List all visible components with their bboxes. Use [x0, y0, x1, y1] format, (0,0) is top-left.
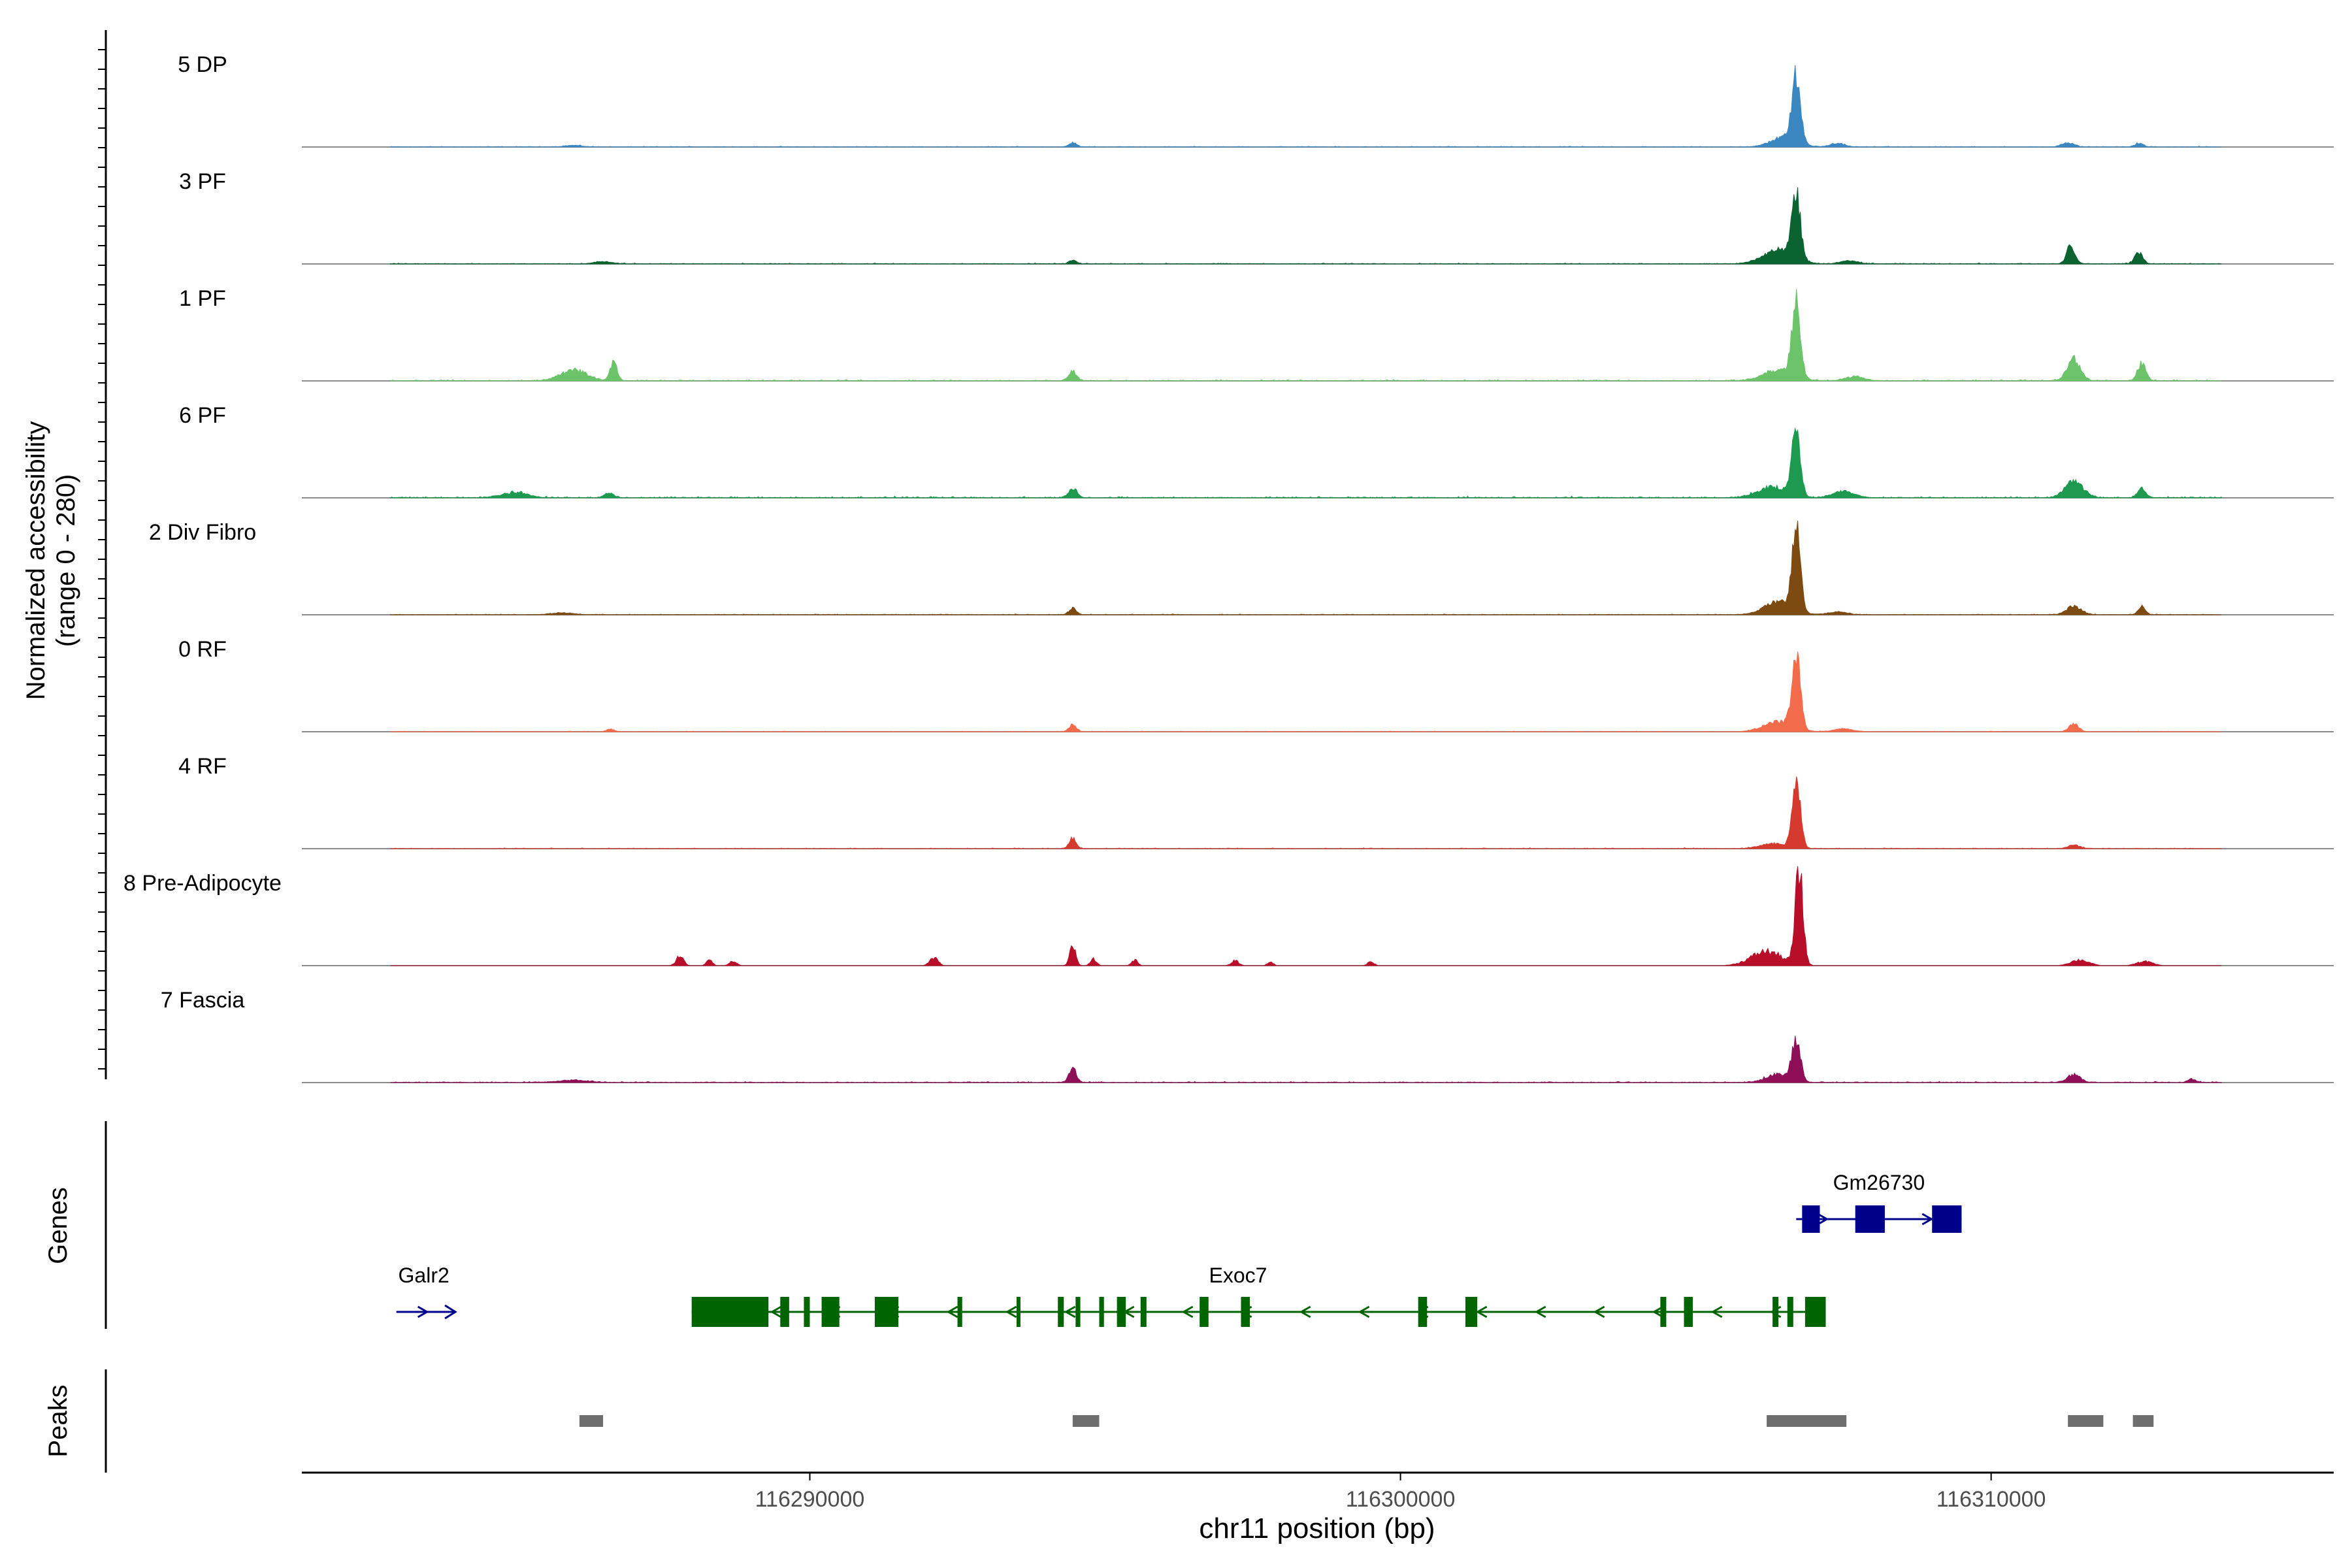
strand-arrow: [1652, 1305, 1664, 1318]
peak-region: [2068, 1415, 2104, 1427]
strand-arrow: [1299, 1305, 1311, 1318]
gene-exon: [691, 1297, 769, 1327]
gene-exon: [804, 1297, 810, 1327]
coverage-tracks: [302, 65, 2334, 1083]
strand-arrow: [770, 1305, 782, 1318]
strand-arrow: [1475, 1305, 1488, 1318]
x-tick-label: 116300000: [1346, 1487, 1456, 1512]
strand-arrow: [1005, 1305, 1017, 1318]
gene-exon: [1802, 1205, 1820, 1233]
track-label: 3 PF: [179, 169, 226, 194]
x-tick-label: 116290000: [755, 1487, 865, 1512]
coverage-area: [390, 1036, 2223, 1083]
y-axis-ticks: [98, 49, 106, 1070]
track-label: 8 Pre-Adipocyte: [123, 871, 282, 896]
gene-exon: [1016, 1297, 1021, 1327]
gene-exon: [957, 1297, 962, 1327]
coverage-area: [390, 520, 2222, 615]
gene-exon: [1684, 1297, 1693, 1327]
gene-exon: [1855, 1205, 1885, 1233]
peaks-track-label: Peaks: [44, 1384, 73, 1457]
gene-exon: [1660, 1297, 1667, 1327]
track-label: 0 RF: [178, 637, 227, 662]
gene-exon: [1772, 1297, 1779, 1327]
strand-arrow: [1817, 1213, 1829, 1226]
track-labels: 5 DP 3 PF 1 PF 6 PF 2 Div Fibro 0 RF 4 RF 8 Pre…: [123, 52, 282, 1013]
coverage-area: [390, 776, 2222, 849]
y-axis-title-line1: Normalized accessibility: [22, 421, 50, 700]
strand-arrow: [1064, 1305, 1076, 1318]
peak-region: [1767, 1415, 1847, 1427]
gene-exon: [821, 1297, 840, 1327]
y-axis-title-line2: (range 0 - 280): [52, 474, 80, 647]
gene-label: Gm26730: [1833, 1171, 1925, 1194]
x-axis-ticks: 116290000 116300000 116310000: [755, 1473, 2046, 1512]
y-axis-title: Normalized accessibility (range 0 - 280): [22, 421, 80, 700]
coverage-area: [390, 65, 2222, 148]
gene-exon: [1099, 1297, 1104, 1327]
gene-exon: [780, 1297, 789, 1327]
track-label: 5 DP: [178, 52, 227, 77]
strand-arrow: [444, 1304, 457, 1320]
genes-track: Gm26730 Galr2 Exoc7: [396, 1171, 1962, 1327]
x-tick-label: 116310000: [1936, 1487, 2046, 1512]
track-label: 6 PF: [179, 403, 226, 428]
gene-exon: [1932, 1205, 1962, 1233]
genes-track-label: Genes: [44, 1187, 73, 1264]
peak-region: [579, 1415, 604, 1427]
gene-exon: [874, 1297, 899, 1327]
strand-arrow: [417, 1305, 429, 1318]
strand-arrow: [946, 1305, 958, 1318]
coverage-area: [390, 187, 2222, 265]
gene-exon: [1241, 1297, 1250, 1327]
gene-exon: [1058, 1297, 1064, 1327]
strand-arrow: [1181, 1305, 1194, 1318]
coverage-area: [390, 289, 2222, 382]
strand-arrow: [1593, 1305, 1605, 1318]
track-label: 4 RF: [178, 754, 227, 779]
track-label: 2 Div Fibro: [149, 520, 256, 545]
strand-arrow: [1921, 1213, 1934, 1226]
coverage-area: [390, 866, 2222, 966]
gene-exon: [1140, 1297, 1147, 1327]
strand-arrow: [1358, 1305, 1370, 1318]
gene-exon: [1075, 1297, 1081, 1327]
peak-region: [2132, 1415, 2154, 1427]
track-label: 1 PF: [179, 286, 226, 311]
x-axis-title: chr11 position (bp): [1199, 1512, 1435, 1544]
gene-exon: [1787, 1297, 1793, 1327]
gene-exon: [1200, 1297, 1209, 1327]
gene-exon: [1805, 1297, 1826, 1327]
peak-region: [1072, 1415, 1100, 1427]
coverage-area: [390, 427, 2222, 498]
peaks-track: [579, 1415, 2154, 1427]
gene-label: Galr2: [399, 1264, 449, 1287]
coverage-area: [390, 651, 2223, 732]
strand-arrow: [1710, 1305, 1723, 1318]
gene-label: Exoc7: [1209, 1264, 1267, 1287]
gene-exon: [1465, 1297, 1478, 1327]
track-label: 7 Fascia: [161, 988, 245, 1013]
gene-exon: [1117, 1297, 1126, 1327]
gene-exon: [1418, 1297, 1428, 1327]
strand-arrow: [1534, 1305, 1546, 1318]
